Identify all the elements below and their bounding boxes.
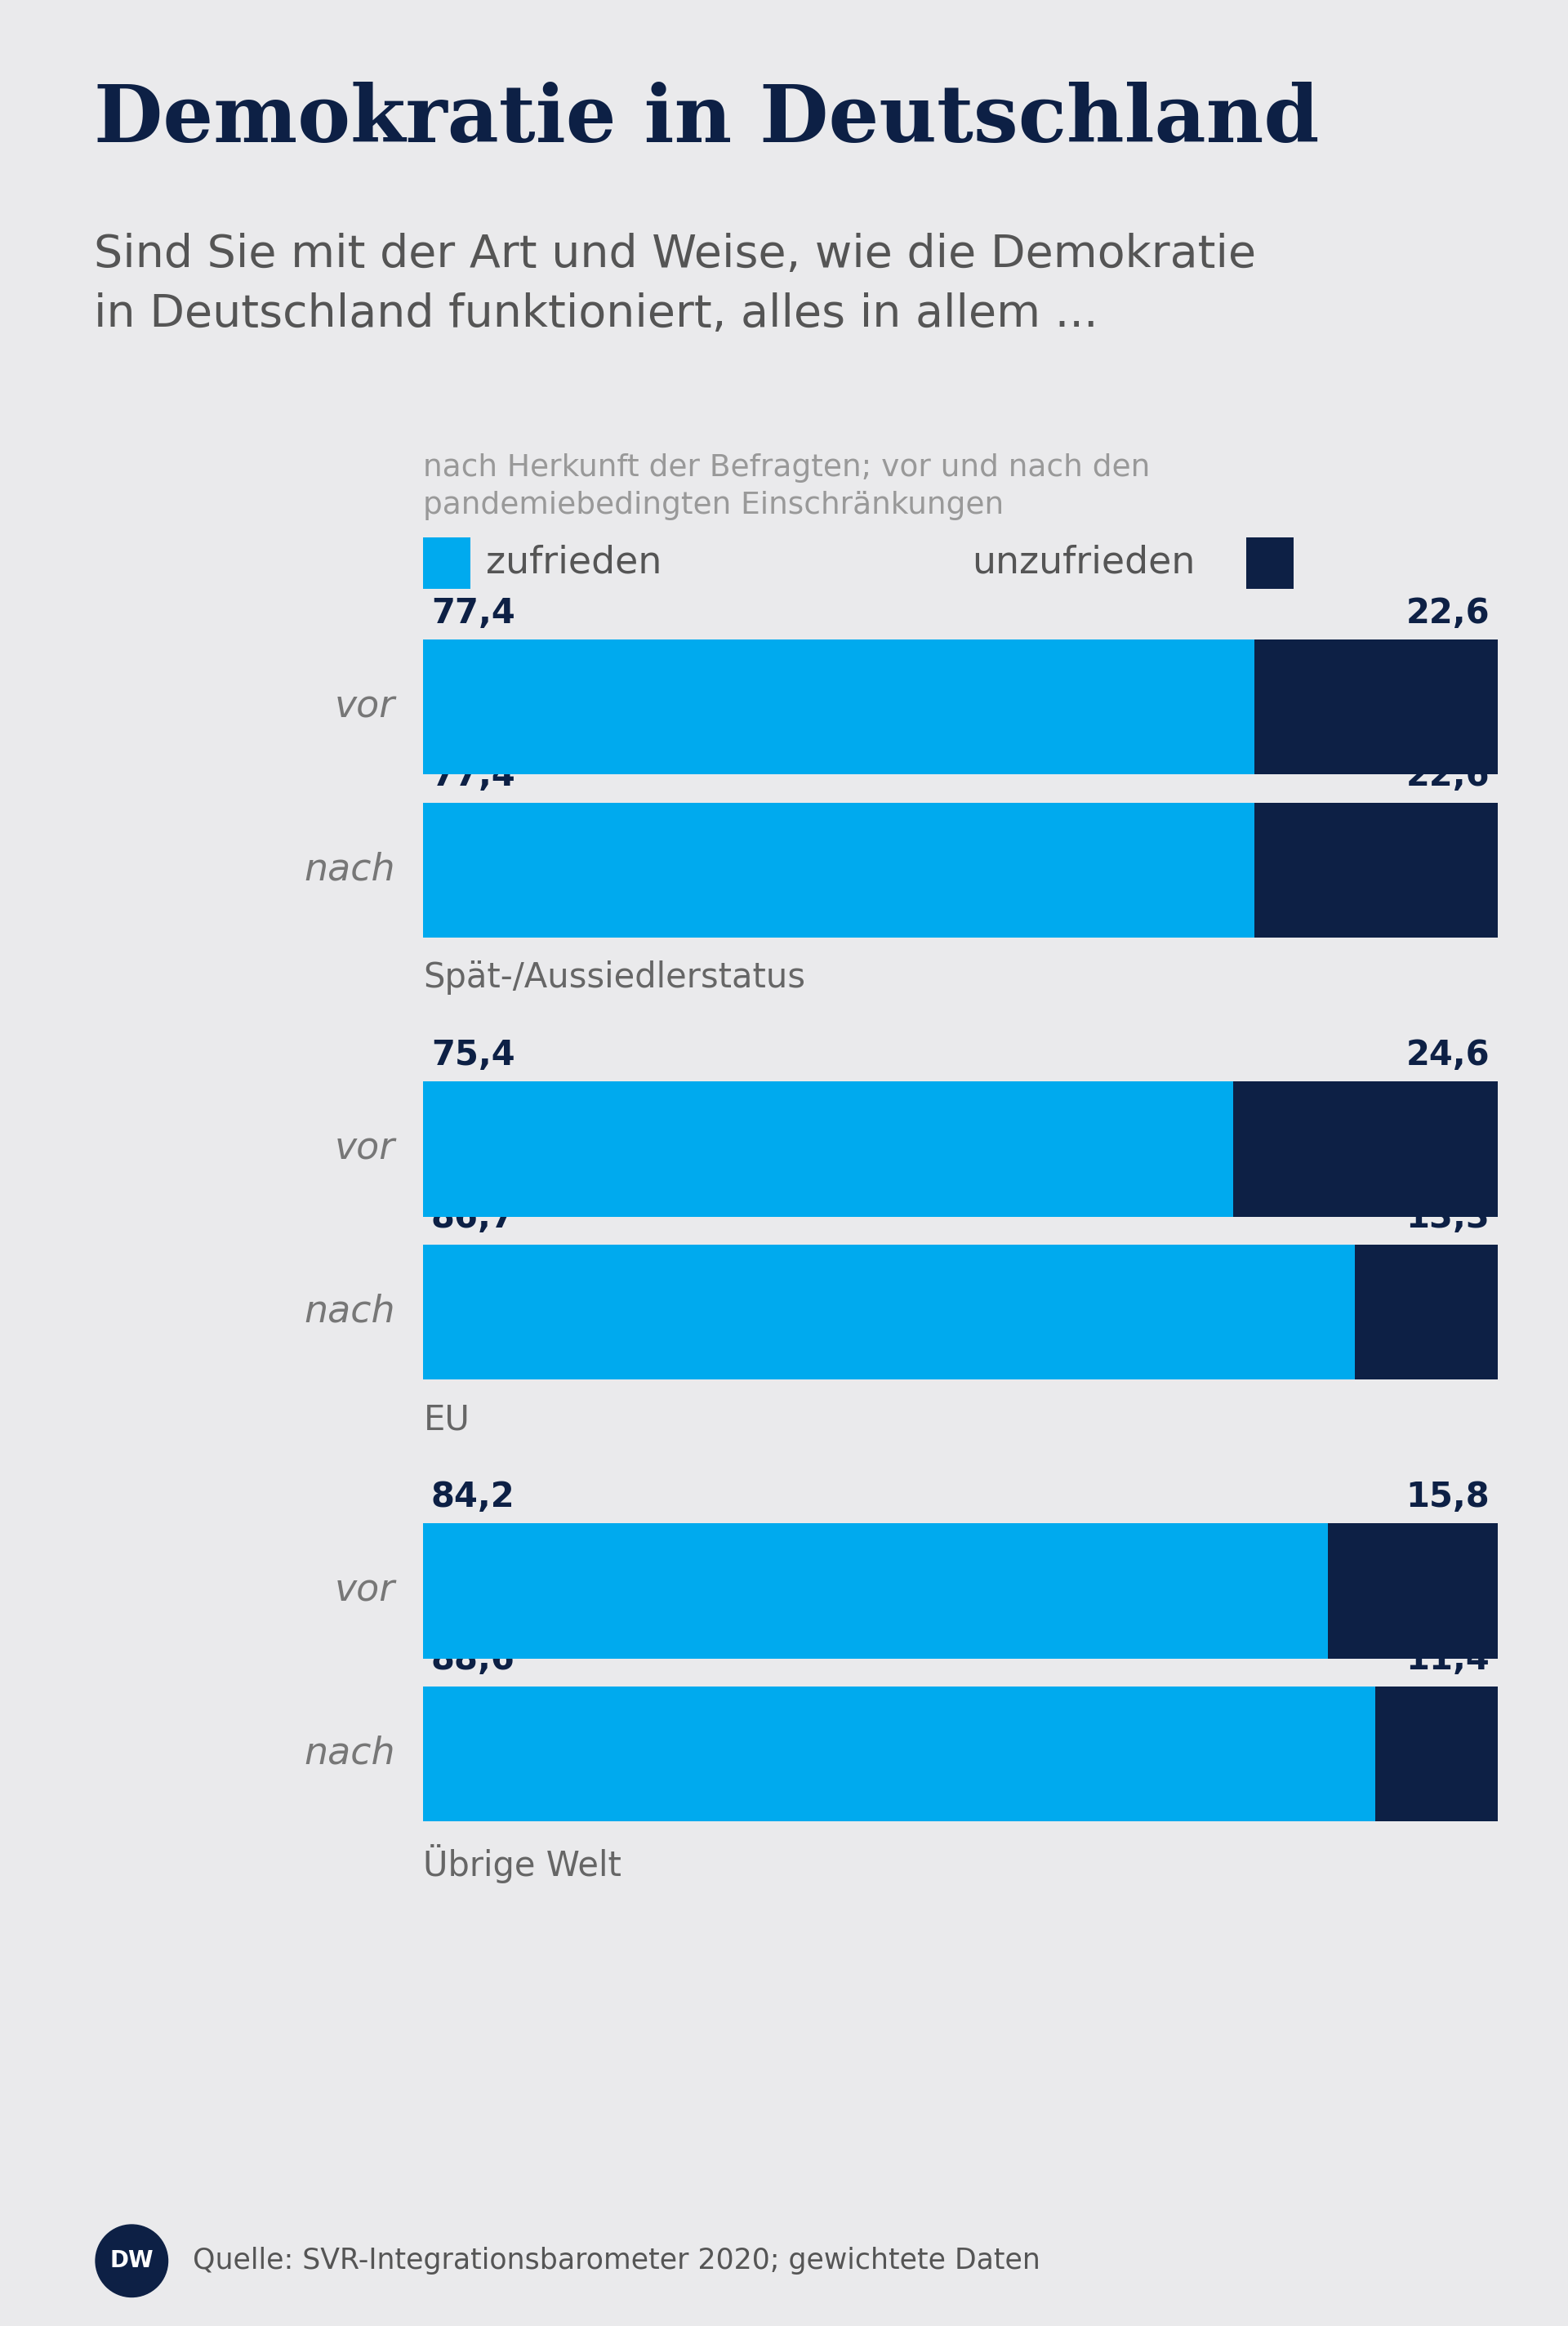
Text: 22,6: 22,6: [1406, 595, 1490, 630]
Text: 86,7: 86,7: [431, 1200, 516, 1235]
Text: 88,6: 88,6: [431, 1642, 516, 1677]
Circle shape: [96, 2224, 168, 2298]
Text: Übrige Welt: Übrige Welt: [423, 1845, 621, 1884]
Text: vor: vor: [334, 1572, 395, 1610]
Text: 13,3: 13,3: [1405, 1200, 1490, 1235]
Text: Demokratie in Deutschland: Demokratie in Deutschland: [94, 81, 1319, 158]
Text: nach: nach: [304, 1735, 395, 1772]
Text: nach: nach: [304, 1293, 395, 1330]
Text: Sind Sie mit der Art und Weise, wie die Demokratie
in Deutschland funktioniert, : Sind Sie mit der Art und Weise, wie die …: [94, 233, 1256, 337]
Text: 77,4: 77,4: [431, 595, 516, 630]
Text: nach: nach: [304, 851, 395, 889]
Text: 77,4: 77,4: [431, 758, 516, 793]
Text: 15,8: 15,8: [1405, 1479, 1490, 1514]
Text: 84,2: 84,2: [431, 1479, 514, 1514]
Text: DW: DW: [110, 2249, 154, 2273]
Text: 11,4: 11,4: [1405, 1642, 1490, 1677]
Text: unzufrieden: unzufrieden: [972, 544, 1195, 582]
Text: Quelle: SVR-Integrationsbarometer 2020; gewichtete Daten: Quelle: SVR-Integrationsbarometer 2020; …: [193, 2247, 1041, 2275]
Text: 75,4: 75,4: [431, 1037, 514, 1072]
Text: EU: EU: [423, 1403, 470, 1437]
Text: 22,6: 22,6: [1406, 758, 1490, 793]
Text: vor: vor: [334, 688, 395, 726]
Text: vor: vor: [334, 1130, 395, 1168]
Text: 24,6: 24,6: [1406, 1037, 1490, 1072]
Text: nach Herkunft der Befragten; vor und nach den
pandemiebedingten Einschränkungen: nach Herkunft der Befragten; vor und nac…: [423, 454, 1151, 521]
Text: Spät-/Aussiedlerstatus: Spät-/Aussiedlerstatus: [423, 961, 806, 996]
Text: zufrieden: zufrieden: [486, 544, 662, 582]
